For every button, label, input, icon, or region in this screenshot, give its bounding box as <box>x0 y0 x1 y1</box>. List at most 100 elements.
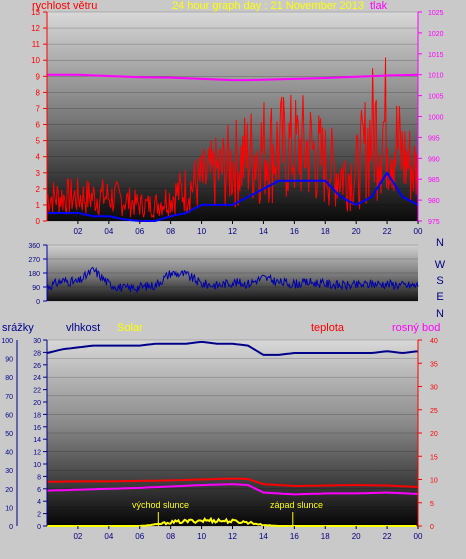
wind-left-tick-label: 1 <box>36 201 41 210</box>
weather-plot-area <box>47 340 418 526</box>
temperature-tick-label: 30 <box>430 385 438 392</box>
weather-x-tick-label: 22 <box>383 532 392 541</box>
wind-x-tick-label: 16 <box>290 227 299 236</box>
wind-speed-label: rychlost větru <box>32 0 97 12</box>
humidity-label: vlhkost <box>66 322 100 334</box>
wind-x-tick-label: 08 <box>166 227 175 236</box>
humidity-tick-label: 60 <box>5 412 13 419</box>
humidity-tick-label: 50 <box>5 431 13 438</box>
wind-x-tick-label: 04 <box>104 227 113 236</box>
rain-tick-label: 0 <box>37 524 41 531</box>
pressure-tick-label: 1020 <box>428 31 444 38</box>
wind-average-series <box>47 170 419 222</box>
compass-letter: S <box>436 275 443 287</box>
rain-tick-label: 4 <box>37 499 41 506</box>
wind-left-tick-label: 10 <box>31 56 40 65</box>
direction-plot-area <box>47 245 418 301</box>
direction-tick-label: 0 <box>36 299 40 306</box>
rain-tick-label: 24 <box>33 375 41 382</box>
temperature-tick-label: 5 <box>430 501 434 508</box>
wind-left-tick-label: 11 <box>32 40 41 49</box>
humidity-series <box>46 340 419 356</box>
wind-x-tick-label: 06 <box>135 227 144 236</box>
weather-x-tick-label: 12 <box>228 532 237 541</box>
compass-letter: N <box>436 237 444 249</box>
dewpoint-label: rosný bod <box>392 322 440 334</box>
weather-x-tick-label: 14 <box>259 532 268 541</box>
wind-gust-series <box>46 57 419 219</box>
rain-tick-label: 10 <box>33 462 41 469</box>
rain-tick-label: 16 <box>33 425 41 432</box>
rain-tick-label: 22 <box>33 388 41 395</box>
compass-letter: W <box>435 259 446 271</box>
humidity-tick-label: 10 <box>5 505 13 512</box>
pressure-tick-label: 985 <box>428 177 440 184</box>
dewpoint-series <box>46 483 419 496</box>
direction-tick-label: 270 <box>28 257 40 264</box>
pressure-tick-label: 975 <box>428 219 440 226</box>
humidity-tick-label: 30 <box>5 468 13 475</box>
humidity-tick-label: 40 <box>5 450 13 457</box>
temperature-series <box>47 477 419 488</box>
temperature-tick-label: 40 <box>430 338 438 345</box>
weather-x-tick-label: 04 <box>104 532 113 541</box>
wind-x-tick-label: 22 <box>383 227 392 236</box>
sunset-annotation: západ slunce <box>270 500 323 510</box>
wind-left-tick-label: 7 <box>36 104 41 113</box>
pressure-tick-label: 990 <box>428 156 440 163</box>
sunrise-annotation: východ slunce <box>132 500 189 510</box>
temperature-tick-label: 35 <box>430 361 438 368</box>
solar-label: Solar <box>117 322 143 334</box>
wind-left-tick-label: 4 <box>36 153 41 162</box>
wind-x-tick-label: 00 <box>414 227 423 236</box>
humidity-tick-label: 80 <box>5 375 13 382</box>
wind-x-tick-label: 12 <box>228 227 237 236</box>
weather-x-tick-label: 06 <box>135 532 144 541</box>
wind-x-tick-label: 20 <box>352 227 361 236</box>
rain-tick-label: 8 <box>37 474 41 481</box>
humidity-tick-label: 0 <box>9 524 13 531</box>
wind-left-tick-label: 2 <box>36 185 41 194</box>
direction-tick-label: 180 <box>28 271 40 278</box>
rain-tick-label: 26 <box>33 363 41 370</box>
weather-x-tick-label: 02 <box>73 532 82 541</box>
wind-left-tick-label: 3 <box>36 169 41 178</box>
rain-label: srážky <box>2 322 34 334</box>
temperature-tick-label: 15 <box>430 454 438 461</box>
wind-x-tick-label: 10 <box>197 227 206 236</box>
wind-direction-series <box>46 266 419 294</box>
temperature-tick-label: 0 <box>430 524 434 531</box>
wind-x-tick-label: 18 <box>321 227 330 236</box>
weather-x-tick-label: 08 <box>166 532 175 541</box>
weather-x-tick-label: 18 <box>321 532 330 541</box>
wind-left-tick-label: 6 <box>36 121 41 130</box>
wind-x-tick-label: 02 <box>73 227 82 236</box>
weather-x-tick-label: 00 <box>414 532 423 541</box>
rain-tick-label: 18 <box>33 412 41 419</box>
wind-left-tick-label: 12 <box>31 24 40 33</box>
pressure-tick-label: 980 <box>428 198 440 205</box>
pressure-tick-label: 995 <box>428 135 440 142</box>
compass-letter: E <box>436 291 443 303</box>
pressure-series <box>47 73 419 82</box>
rain-tick-label: 28 <box>33 350 41 357</box>
weather-x-tick-label: 16 <box>290 532 299 541</box>
compass-letter: N <box>436 308 444 320</box>
wind-x-tick-label: 14 <box>259 227 268 236</box>
rain-tick-label: 20 <box>33 400 41 407</box>
wind-left-tick-label: 13 <box>31 8 40 17</box>
rain-tick-label: 14 <box>33 437 41 444</box>
chart-title: 24 hour graph day : 21 November 2013 <box>172 0 364 12</box>
weather-x-tick-label: 10 <box>197 532 206 541</box>
temperature-tick-label: 20 <box>430 431 438 438</box>
pressure-tick-label: 1000 <box>428 115 444 122</box>
humidity-tick-label: 70 <box>5 394 13 401</box>
rain-tick-label: 2 <box>37 512 41 519</box>
wind-left-tick-label: 5 <box>36 137 41 146</box>
rain-tick-label: 6 <box>37 487 41 494</box>
humidity-tick-label: 100 <box>1 338 13 345</box>
direction-tick-label: 90 <box>32 285 40 292</box>
pressure-label: tlak <box>370 0 388 12</box>
